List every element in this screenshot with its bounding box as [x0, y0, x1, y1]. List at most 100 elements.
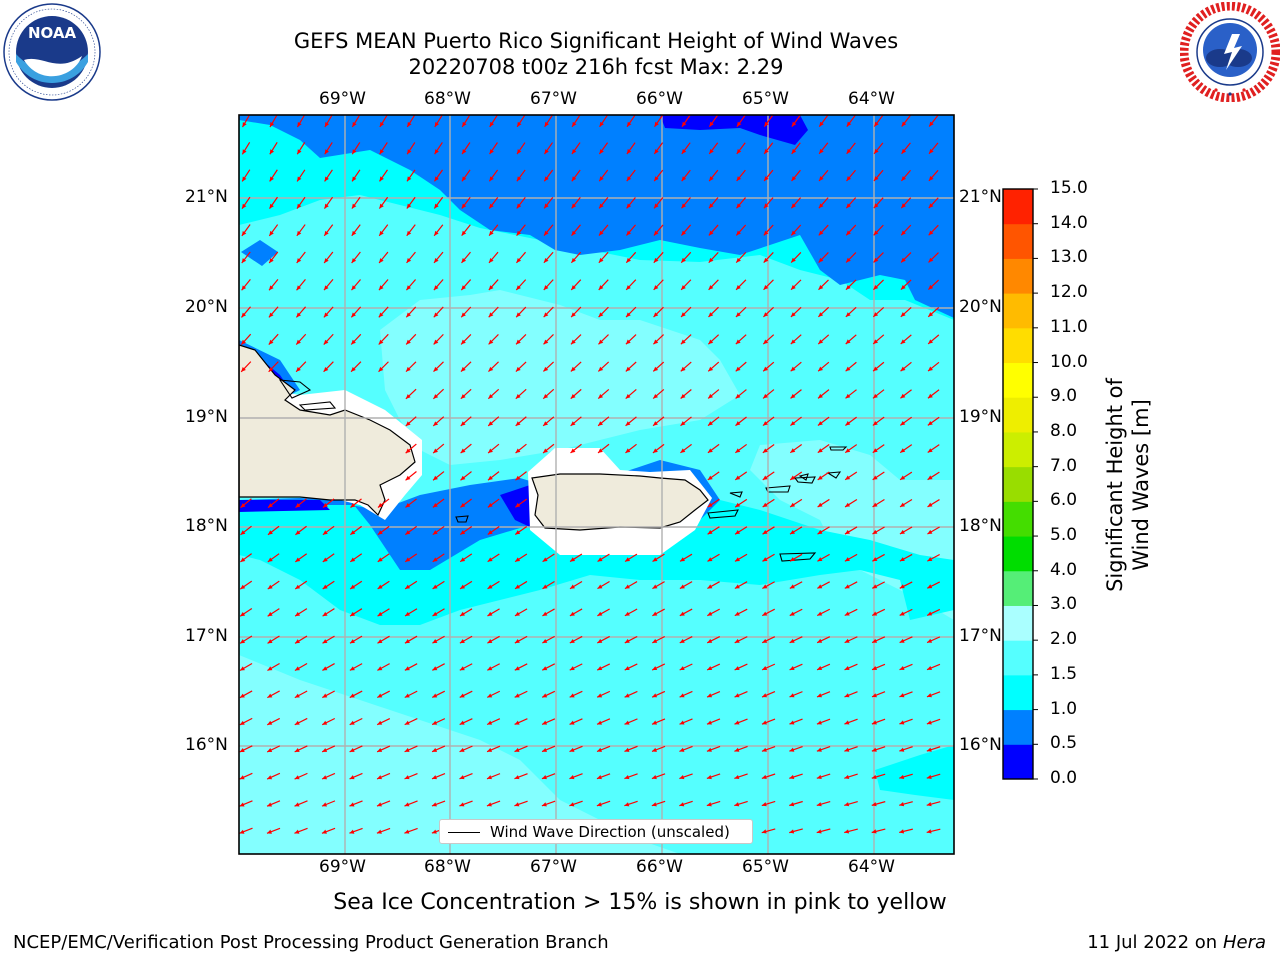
wave-direction-arrowhead [816, 747, 822, 752]
wave-direction-arrowhead [517, 121, 522, 127]
wave-direction-arrowhead [872, 421, 878, 426]
wave-direction-arrowhead [651, 802, 657, 807]
wave-direction-arrowhead [789, 802, 795, 807]
wave-direction-arrowhead [706, 747, 712, 752]
wave-direction-arrowhead [571, 230, 577, 236]
wave-direction-arrowhead [241, 339, 246, 345]
wave-direction-arrowhead [404, 693, 410, 698]
wave-direction-arrowhead [789, 720, 795, 725]
wave-direction-arrowhead [598, 366, 604, 372]
wave-direction-arrowhead [926, 829, 932, 834]
wave-direction-arrowhead [322, 530, 328, 535]
wave-direction-arrowhead [406, 339, 411, 345]
wave-direction-arrowhead [432, 720, 438, 725]
wave-direction-arrowhead [899, 693, 905, 698]
colorbar-swatch [1003, 536, 1033, 572]
wave-direction-arrowhead [598, 339, 604, 345]
wave-direction-arrowhead [871, 747, 877, 752]
wave-direction-arrowhead [679, 720, 685, 725]
wave-direction-arrowhead [515, 475, 521, 481]
wave-direction-arrowhead [267, 857, 272, 861]
wave-direction-arrowhead [378, 366, 384, 372]
wave-direction-arrowhead [404, 829, 410, 834]
wave-direction-arrowhead [899, 529, 905, 535]
wave-direction-arrowhead [927, 856, 932, 860]
wave-direction-arrowhead [514, 611, 520, 616]
wave-direction-arrowhead [706, 774, 712, 780]
wave-direction-arrowhead [431, 829, 437, 834]
wave-direction-arrowhead [874, 148, 879, 154]
wave-direction-arrowhead [791, 257, 796, 263]
colorbar-swatch [1003, 189, 1033, 225]
wave-direction-arrowhead [267, 720, 273, 725]
wave-direction-arrowhead [487, 611, 493, 616]
wave-direction-arrowhead [322, 666, 328, 671]
wave-direction-arrowhead [350, 530, 356, 535]
wave-direction-arrowhead [515, 530, 521, 535]
contour-0-5-blob [241, 240, 278, 266]
wave-direction-arrowhead [242, 176, 247, 182]
colorbar-title-text: Significant Height of Wind Waves [m] [1103, 378, 1153, 592]
wave-direction-arrowhead [899, 829, 905, 834]
wave-direction-arrowhead [901, 176, 907, 181]
wave-direction-arrowhead [680, 557, 685, 562]
wave-direction-arrowhead [542, 584, 548, 589]
wave-direction-arrowhead [295, 557, 301, 562]
wave-direction-arrowhead [681, 230, 686, 236]
wave-direction-arrowhead [488, 366, 494, 372]
graticule [239, 115, 954, 854]
wave-direction-arrowhead [486, 802, 492, 807]
wave-direction-arrowhead [872, 448, 878, 453]
lon-label-top-69w: 69°W [319, 89, 366, 109]
colorbar-frame [1002, 188, 1034, 780]
wave-direction-arrowhead [734, 774, 740, 780]
wave-direction-arrowhead [626, 176, 632, 182]
wave-direction-arrowhead [377, 857, 382, 861]
wave-direction-arrowhead [926, 747, 932, 752]
lon-label-bottom-67w: 67°W [530, 857, 577, 877]
wave-direction-arrowhead [350, 557, 356, 562]
wave-direction-arrowhead [763, 312, 769, 317]
wave-direction-arrowhead [707, 529, 713, 535]
lon-label-top-67w: 67°W [530, 89, 577, 109]
wave-direction-arrowhead [709, 176, 714, 182]
wave-direction-arrowhead [708, 421, 713, 426]
wave-direction-arrowhead [624, 611, 630, 616]
wave-direction-arrowhead [927, 584, 933, 589]
wave-direction-arrowhead [900, 312, 906, 317]
wave-direction-arrowhead [681, 257, 686, 263]
wave-direction-arrowhead [763, 366, 769, 372]
wave-direction-arrowhead [515, 448, 521, 454]
wave-direction-arrowhead [322, 747, 328, 752]
wave-direction-arrowhead [872, 502, 878, 507]
wave-direction-arrowhead [350, 503, 356, 508]
wave-direction-arrowhead [295, 503, 301, 508]
wave-direction-arrowhead [709, 148, 714, 154]
wave-direction-arrowhead [543, 257, 549, 263]
wave-direction-arrowhead [817, 638, 823, 643]
wave-direction-arrowhead [652, 720, 658, 725]
colorbar-tick-label: 10.0 [1050, 351, 1088, 372]
wave-direction-arrowhead [294, 802, 300, 807]
wave-direction-arrowhead [322, 584, 328, 589]
wave-direction-arrowhead [433, 339, 439, 345]
wave-direction-arrowhead [791, 121, 797, 127]
wave-direction-arrowhead [874, 121, 879, 127]
wave-direction-arrowhead [431, 802, 437, 807]
wave-direction-arrow [817, 856, 831, 859]
wave-direction-arrowhead [654, 149, 659, 154]
wave-direction-arrowhead [432, 747, 438, 752]
wave-direction-arrowhead [735, 393, 741, 399]
wave-direction-arrowhead [817, 502, 823, 507]
branch-credit: NCEP/EMC/Verification Post Processing Pr… [13, 932, 609, 953]
wave-direction-arrowhead [626, 203, 632, 209]
wave-direction-arrowhead [652, 448, 658, 453]
wave-direction-arrowhead [707, 611, 713, 616]
wave-direction-arrowhead [406, 230, 412, 236]
wave-direction-arrowhead [488, 339, 494, 345]
wave-direction-arrowhead [378, 312, 384, 318]
wave-direction-arrowhead [459, 747, 465, 752]
wave-direction-arrowhead [901, 148, 907, 154]
wave-direction-arrowhead [377, 747, 383, 752]
wave-direction-arrowhead [927, 611, 933, 616]
